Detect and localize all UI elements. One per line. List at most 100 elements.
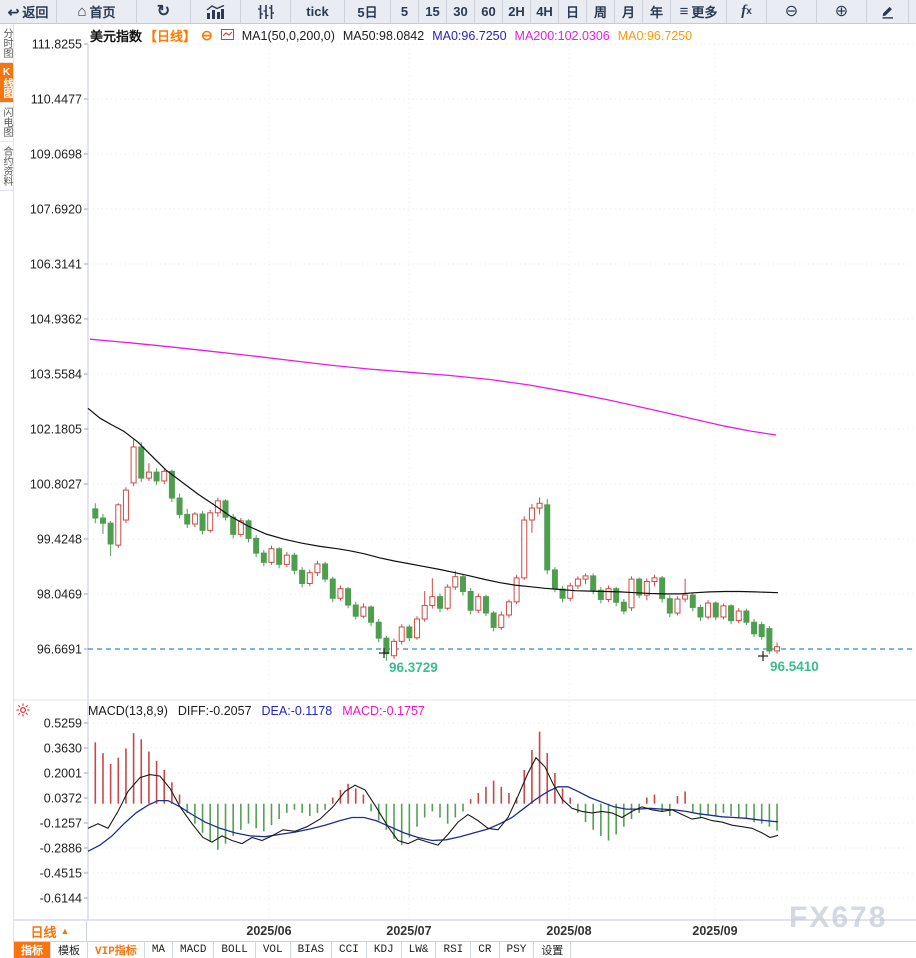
candle <box>628 578 635 609</box>
mini-chart-icon[interactable] <box>220 28 234 43</box>
ma50-value: MA50:98.0842 <box>342 28 425 43</box>
indicator-settings-icon[interactable] <box>16 703 30 722</box>
macd-tick-label: -0.1257 <box>40 817 82 831</box>
toolbar-interval-5d-label: 5日 <box>357 5 378 20</box>
indicator-tab-bias[interactable]: BIAS <box>291 942 333 958</box>
toolbar-zoom-out-button[interactable]: ⊖ <box>767 0 817 23</box>
toolbar-back-button[interactable]: ↩ 返回 <box>0 0 57 23</box>
candle <box>184 513 191 525</box>
toolbar-interval-2h-button[interactable]: 2H <box>503 0 531 23</box>
indicator-tab-boll[interactable]: BOLL <box>214 942 256 958</box>
macd-tick-label: 0.3630 <box>44 742 82 756</box>
ma0-orange-value: MA0:96.7250 <box>617 28 693 43</box>
diff-line <box>87 756 779 846</box>
price-tick-label: 96.6691 <box>37 643 82 657</box>
price-tick-label: 102.1805 <box>30 423 82 437</box>
candle <box>322 563 329 580</box>
toolbar-home-button[interactable]: ⌂ 首页 <box>57 0 137 23</box>
macd-header: MACD(13,8,9) DIFF:-0.2057 DEA:-0.1178 MA… <box>88 704 425 718</box>
candle <box>199 513 206 531</box>
toolbar-interval-30-button[interactable]: 30 <box>447 0 475 23</box>
candle <box>414 618 421 639</box>
candle <box>743 610 750 623</box>
candle <box>253 537 260 554</box>
candle <box>459 576 466 592</box>
price-tick-label: 110.4477 <box>31 93 82 107</box>
collapse-icon[interactable]: ⊖ <box>201 27 213 43</box>
toolbar-interval-week-label: 周 <box>593 5 607 20</box>
macd-tick-label: 0.2001 <box>44 767 82 781</box>
candle <box>582 575 589 580</box>
candle <box>429 596 436 606</box>
candle <box>697 606 704 618</box>
candle <box>758 624 765 638</box>
toolbar-interval-5d-button[interactable]: 5日 <box>345 0 391 23</box>
candle <box>276 548 283 565</box>
indicator-tab-macd[interactable]: MACD <box>173 942 215 958</box>
toolbar-kline-chart-button[interactable] <box>241 0 291 23</box>
candle <box>222 500 229 518</box>
indicator-tab-lw[interactable]: LW& <box>402 942 437 958</box>
indicator-tab-template[interactable]: 模板 <box>51 942 88 958</box>
toolbar-interval-4h-button[interactable]: 4H <box>531 0 559 23</box>
left-sidebar: 分时图 K线图 闪电图 合约资料 <box>0 24 14 958</box>
candle <box>551 569 558 590</box>
period-selector[interactable]: 日线 ▲ <box>14 921 87 941</box>
ma0-blue-value: MA0:96.7250 <box>432 28 507 43</box>
toolbar-tick-button[interactable]: tick <box>291 0 345 23</box>
toolbar-interval-5-button[interactable]: 5 <box>391 0 419 23</box>
toolbar-draw-button[interactable] <box>867 0 909 23</box>
toolbar-interval-year-button[interactable]: 年 <box>643 0 671 23</box>
candle <box>751 621 758 635</box>
indicator-tab-vol[interactable]: VOL <box>256 942 291 958</box>
price-annotation: 96.3729 <box>389 660 438 675</box>
price-panel: 96.3729 96.5410 <box>87 338 916 675</box>
macd-panel <box>87 731 779 852</box>
candle <box>283 554 290 565</box>
price-tick-label: 107.6920 <box>30 203 82 217</box>
macd-macd-value: MACD:-0.1757 <box>342 704 425 718</box>
toolbar-interval-15-button[interactable]: 15 <box>419 0 447 23</box>
sidebar-tab-kline-chart[interactable]: K线图 <box>0 63 13 103</box>
candle <box>720 605 727 618</box>
candle <box>176 497 183 515</box>
macd-tick-label: -0.4515 <box>40 867 82 881</box>
toolbar-interval-week-button[interactable]: 周 <box>587 0 615 23</box>
toolbar-interval-month-button[interactable]: 月 <box>615 0 643 23</box>
sidebar-tab-minute-chart[interactable]: 分时图 <box>0 24 13 63</box>
candle <box>482 596 489 614</box>
indicator-tab-rsi[interactable]: RSI <box>436 942 472 958</box>
triangle-up-icon: ▲ <box>60 926 70 936</box>
toolbar-line-chart-button[interactable] <box>191 0 241 23</box>
price-tick-label: 104.9362 <box>30 313 82 327</box>
candle <box>444 586 451 609</box>
toolbar-interval-4h-label: 4H <box>536 4 553 19</box>
toolbar-interval-2h-label: 2H <box>508 4 525 19</box>
candle <box>191 513 198 525</box>
indicator-tab-kdj[interactable]: KDJ <box>367 942 402 958</box>
indicator-tab-cci[interactable]: CCI <box>332 942 367 958</box>
candle <box>651 577 658 582</box>
toolbar-interval-day-button[interactable]: 日 <box>559 0 587 23</box>
indicator-tab-settings[interactable]: 设置 <box>534 942 572 958</box>
month-label: 2025/09 <box>692 924 737 938</box>
sidebar-tab-lightning-chart[interactable]: 闪电图 <box>0 103 13 142</box>
sidebar-tab-contract-info[interactable]: 合约资料 <box>0 142 13 191</box>
indicator-tab-psy[interactable]: PSY <box>500 942 535 958</box>
indicator-tab-ma[interactable]: MA <box>145 942 174 958</box>
period-tag: 【日线】 <box>144 29 197 44</box>
candle <box>643 580 650 596</box>
candle <box>99 517 106 524</box>
toolbar-interval-60-button[interactable]: 60 <box>475 0 503 23</box>
toolbar-more-button[interactable]: ≡ 更多 <box>671 0 727 23</box>
candle <box>352 604 359 617</box>
toolbar-zoom-in-button[interactable]: ⊕ <box>817 0 867 23</box>
toolbar-refresh-button[interactable]: ↻ <box>137 0 191 23</box>
indicator-tab-vip-indicator[interactable]: VIP指标 <box>88 942 145 958</box>
candle <box>620 601 627 612</box>
macd-tick-label: 0.0372 <box>44 792 82 806</box>
indicator-tab-indicator[interactable]: 指标 <box>14 942 51 958</box>
indicator-tab-cr[interactable]: CR <box>471 942 500 958</box>
